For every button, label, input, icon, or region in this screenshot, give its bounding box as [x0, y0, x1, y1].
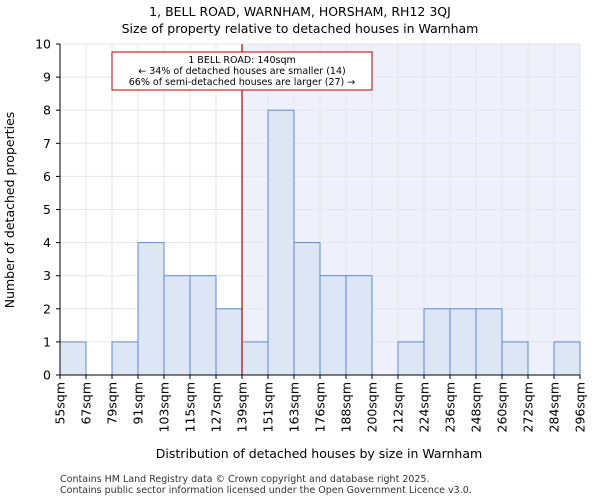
x-tick-label-91sqm: 91sqm — [131, 382, 146, 425]
y-tick-label-2: 2 — [43, 301, 51, 316]
annotation-line-2: ← 34% of detached houses are smaller (14… — [138, 66, 345, 77]
x-tick-label-236sqm: 236sqm — [443, 382, 458, 432]
y-tick-label-8: 8 — [43, 103, 51, 118]
x-tick-label-296sqm: 296sqm — [573, 382, 588, 432]
bar-115sqm — [189, 275, 217, 376]
y-tick-label-9: 9 — [43, 70, 51, 85]
bar-176sqm — [319, 275, 347, 376]
x-axis-label: Distribution of detached houses by size … — [156, 446, 482, 461]
annotation-frame — [111, 51, 373, 91]
x-tick-label-55sqm: 55sqm — [53, 382, 68, 425]
y-tick-label-6: 6 — [43, 169, 51, 184]
x-ticks: 55sqm 67sqm 79sqm 91sqm 103sqm 115sqm 127sqm 13… — [53, 375, 588, 432]
bars — [59, 109, 581, 376]
bar-163sqm — [293, 242, 321, 376]
x-tick-label-139sqm: 139sqm — [235, 382, 250, 432]
x-tick-label-163sqm: 163sqm — [287, 382, 302, 432]
bar-188sqm — [345, 275, 373, 376]
bar-127sqm — [215, 308, 243, 376]
bar-79sqm — [111, 341, 139, 376]
y-tick-label-3: 3 — [43, 268, 51, 283]
footer-line-1: Contains HM Land Registry data © Crown c… — [60, 474, 430, 485]
annotation-line-1: 1 BELL ROAD: 140sqm — [188, 55, 296, 66]
y-tick-label-1: 1 — [43, 334, 51, 349]
bar-139sqm — [241, 341, 269, 376]
y-tick-label-4: 4 — [43, 235, 51, 250]
x-tick-label-260sqm: 260sqm — [495, 382, 510, 432]
bar-260sqm — [501, 341, 529, 376]
bar-91sqm — [137, 242, 165, 376]
footer-line-2: Contains public sector information licen… — [60, 485, 472, 496]
bar-103sqm — [163, 275, 191, 376]
x-tick-label-248sqm: 248sqm — [469, 382, 484, 432]
x-tick-label-79sqm: 79sqm — [105, 382, 120, 425]
y-tick-label-10: 10 — [35, 37, 51, 52]
annotation-box: 1 BELL ROAD: 140sqm ← 34% of detached ho… — [111, 51, 373, 91]
x-tick-label-103sqm: 103sqm — [157, 382, 172, 432]
chart-title: 1, BELL ROAD, WARNHAM, HORSHAM, RH12 3QJ — [149, 4, 451, 19]
bar-248sqm — [475, 308, 503, 376]
x-tick-label-272sqm: 272sqm — [521, 382, 536, 432]
x-tick-label-212sqm: 212sqm — [391, 382, 406, 432]
y-axis-label: Number of detached properties — [2, 112, 17, 309]
x-tick-label-224sqm: 224sqm — [417, 382, 432, 432]
x-tick-label-284sqm: 284sqm — [547, 382, 562, 432]
y-tick-label-7: 7 — [43, 136, 51, 151]
bar-284sqm — [553, 341, 581, 376]
x-tick-label-188sqm: 188sqm — [339, 382, 354, 432]
x-tick-label-200sqm: 200sqm — [365, 382, 380, 432]
x-tick-label-151sqm: 151sqm — [261, 382, 276, 432]
chart-subtitle: Size of property relative to detached ho… — [122, 21, 479, 36]
x-tick-label-127sqm: 127sqm — [209, 382, 224, 432]
bar-236sqm — [449, 308, 477, 376]
bar-151sqm — [267, 109, 295, 376]
y-tick-label-0: 0 — [43, 368, 51, 383]
annotation-line-3: 66% of semi-detached houses are larger (… — [129, 77, 356, 88]
x-tick-label-176sqm: 176sqm — [313, 382, 328, 432]
x-tick-label-67sqm: 67sqm — [79, 382, 94, 425]
bar-55sqm — [59, 341, 87, 376]
x-tick-label-115sqm: 115sqm — [183, 382, 198, 432]
bar-224sqm — [423, 308, 451, 376]
y-tick-label-5: 5 — [43, 202, 51, 217]
bar-212sqm — [397, 341, 425, 376]
y-ticks: 0 1 2 3 4 5 6 7 8 9 10 — [35, 37, 60, 383]
